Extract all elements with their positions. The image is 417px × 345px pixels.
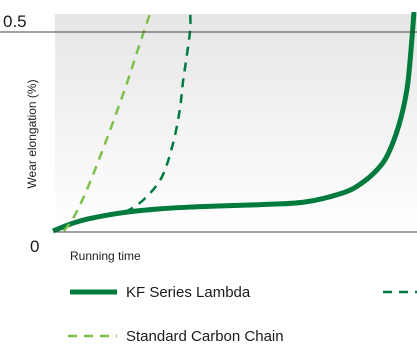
y-tick-zero: 0 bbox=[30, 237, 39, 256]
plot-area-background bbox=[55, 14, 417, 232]
legend: KF Series Lambda Standard Carbon Chain bbox=[68, 284, 417, 345]
y-axis-label: Wear elongation (%) bbox=[25, 79, 39, 188]
series-layer bbox=[52, 11, 417, 234]
series-line-standard-dashed bbox=[62, 11, 152, 232]
y-tick-top: 0.5 bbox=[3, 12, 27, 31]
legend-label-standard: Standard Carbon Chain bbox=[126, 328, 284, 345]
legend-label-lambda: KF Series Lambda bbox=[126, 284, 251, 301]
x-axis-label: Running time bbox=[70, 249, 141, 263]
series-line-lambda-solid bbox=[52, 11, 417, 234]
series-line-lambda-dashed bbox=[124, 12, 192, 214]
